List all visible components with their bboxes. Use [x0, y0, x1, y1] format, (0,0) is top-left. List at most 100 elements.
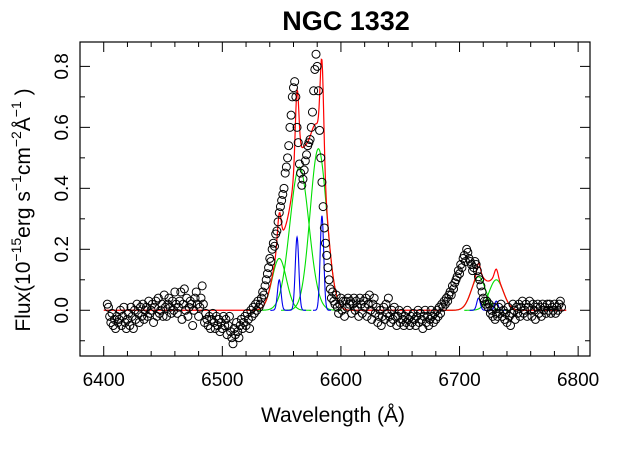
- data-point: [542, 299, 552, 309]
- data-point: [245, 324, 255, 334]
- data-point: [172, 308, 182, 318]
- data-point: [330, 299, 340, 309]
- data-point: [198, 299, 208, 309]
- narrow-component-line: [270, 278, 289, 311]
- data-point: [191, 287, 201, 297]
- data-point: [424, 321, 434, 331]
- data-point: [280, 168, 290, 178]
- x-tick-label: 6400: [83, 370, 125, 391]
- data-point: [183, 311, 193, 321]
- data-point: [318, 202, 328, 212]
- axis-tick-labels: 6400 6500 6600 6700 6800 0.0 0.2 0.4 0.6 0.8: [52, 53, 599, 391]
- data-point: [420, 305, 430, 315]
- data-point: [369, 293, 379, 303]
- data-point: [197, 281, 207, 291]
- data-point: [500, 314, 510, 324]
- data-point: [476, 281, 486, 291]
- y-tick-label: 0.0: [52, 297, 73, 323]
- data-point: [207, 314, 217, 324]
- data-point: [452, 272, 462, 282]
- y-tick-label: 0.4: [52, 175, 73, 202]
- data-point: [223, 321, 233, 331]
- y-tick-label: 0.6: [52, 114, 73, 140]
- data-point: [159, 290, 169, 300]
- data-point: [266, 257, 276, 266]
- data-point: [399, 321, 409, 331]
- data-point: [311, 49, 321, 59]
- data-point: [312, 61, 322, 71]
- chart-title: NGC 1332: [282, 6, 410, 36]
- data-point: [382, 308, 392, 318]
- data-point: [302, 150, 312, 160]
- data-point: [281, 162, 291, 172]
- data-point: [297, 180, 307, 190]
- fit-components: [103, 58, 567, 311]
- data-point: [538, 299, 548, 309]
- data-point: [434, 302, 444, 312]
- data-point: [247, 311, 257, 321]
- data-point: [455, 269, 465, 279]
- data-point: [284, 141, 294, 151]
- data-point: [177, 314, 187, 324]
- data-point: [111, 324, 121, 334]
- data-point: [484, 299, 494, 309]
- narrow-component-line: [313, 215, 331, 311]
- narrow-component-line: [469, 297, 488, 311]
- data-point: [526, 305, 536, 315]
- data-point: [321, 238, 331, 248]
- data-point: [190, 293, 200, 303]
- data-point: [494, 302, 504, 312]
- data-point: [306, 122, 316, 132]
- data-point: [233, 327, 243, 337]
- data-point: [196, 293, 206, 303]
- data-point: [134, 317, 144, 327]
- data-point: [119, 302, 129, 312]
- data-point: [273, 217, 283, 227]
- data-point: [105, 311, 115, 321]
- data-point: [151, 296, 161, 306]
- data-point: [374, 311, 384, 321]
- data-point: [463, 247, 473, 257]
- x-axis-label: Wavelength (Å): [261, 404, 405, 427]
- data-point: [285, 122, 295, 132]
- data-point: [436, 308, 446, 318]
- data-point: [349, 293, 359, 303]
- data-point: [287, 92, 297, 102]
- x-tick-label: 6800: [557, 370, 599, 391]
- data-point: [275, 202, 285, 212]
- data-point: [309, 86, 319, 96]
- data-point: [118, 311, 128, 321]
- data-point: [120, 317, 130, 327]
- total-fit-line: [103, 58, 567, 311]
- data-point: [319, 223, 329, 233]
- data-point: [557, 302, 567, 312]
- data-point: [323, 263, 333, 273]
- data-point: [294, 159, 304, 169]
- data-point: [211, 311, 221, 321]
- data-point: [286, 110, 296, 120]
- data-point: [170, 287, 180, 297]
- data-point: [317, 177, 327, 187]
- data-point: [310, 64, 320, 74]
- y-axis-label: Flux(10−15erg s−1cm−2Å−1 ): [8, 88, 35, 331]
- y-tick-label: 0.8: [52, 53, 73, 79]
- data-point: [325, 284, 335, 294]
- data-point: [234, 333, 244, 343]
- data-point: [332, 302, 342, 312]
- data-point: [262, 269, 272, 279]
- data-point: [316, 153, 326, 163]
- data-point: [283, 153, 293, 163]
- data-point: [449, 284, 459, 294]
- data-point: [272, 226, 282, 236]
- data-point: [220, 321, 230, 331]
- data-point: [224, 311, 234, 321]
- data-point: [292, 122, 302, 132]
- data-point: [307, 107, 317, 117]
- data-point: [511, 302, 521, 312]
- data-point: [261, 275, 271, 285]
- data-point: [363, 299, 373, 309]
- data-point: [270, 241, 280, 251]
- data-point: [377, 311, 387, 321]
- data-point: [217, 324, 227, 334]
